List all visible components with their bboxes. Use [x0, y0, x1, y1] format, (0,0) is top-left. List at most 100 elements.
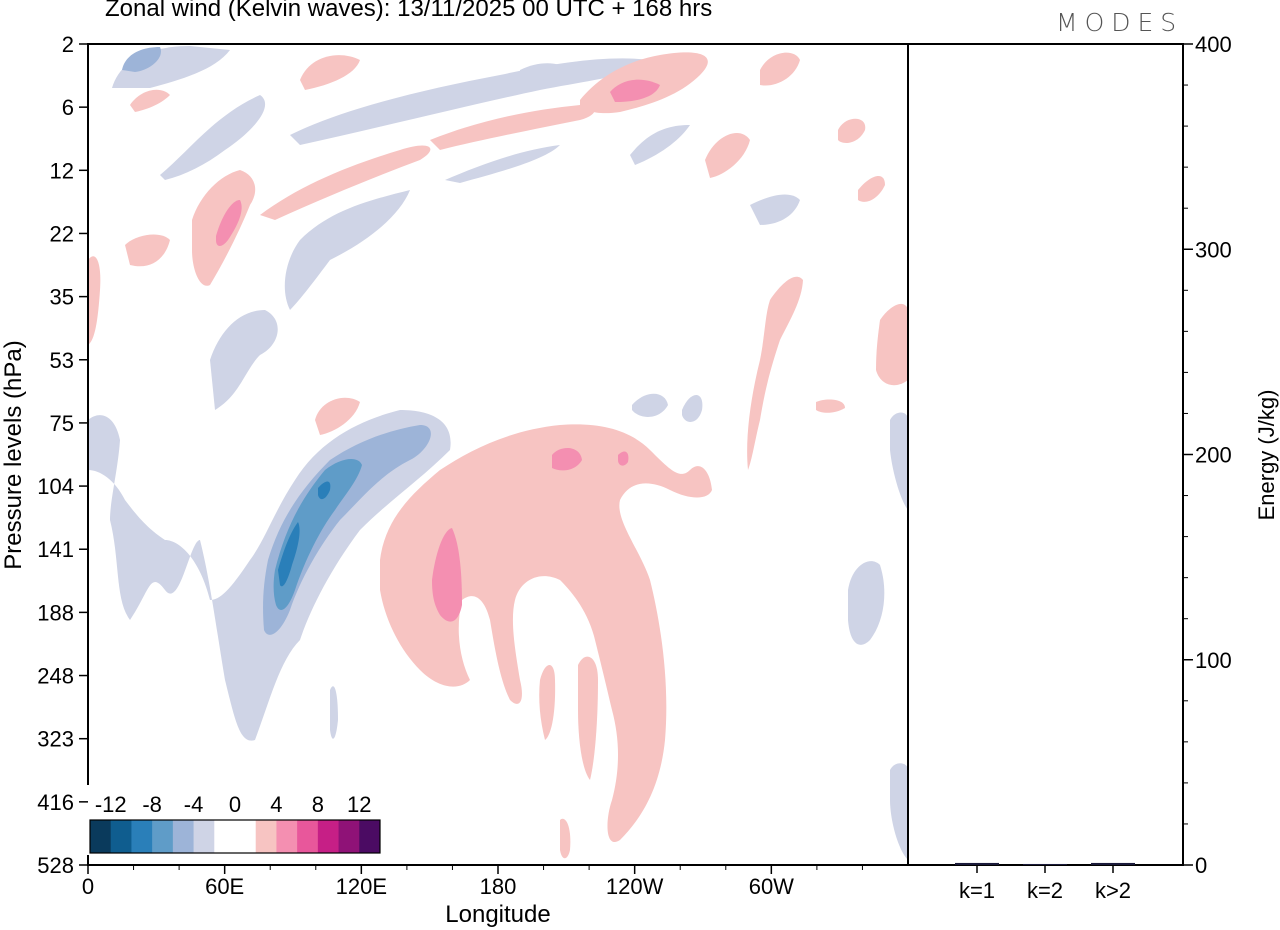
- energy-plot-frame: [907, 43, 1184, 866]
- y-tick-label: 35: [50, 285, 74, 310]
- positive-anomaly-region: [432, 528, 462, 622]
- x-tick-label: 60W: [749, 874, 794, 899]
- positive-anomaly-region: [618, 451, 629, 466]
- y-tick-label: 323: [37, 727, 74, 752]
- energy-tick-label: 0: [1195, 853, 1207, 878]
- colorbar-label: 4: [270, 792, 282, 817]
- y-tick-label: 53: [50, 348, 74, 373]
- chart-title: Zonal wind (Kelvin waves): 13/11/2025 00…: [105, 0, 713, 22]
- colorbar-label: -12: [95, 792, 127, 817]
- y-tick-label: 2: [62, 32, 74, 57]
- x-axis: 0 60E 120E 180 120W 60W: [82, 865, 863, 899]
- y-tick-label: 248: [37, 664, 74, 689]
- colorbar-label: -8: [142, 792, 162, 817]
- y-tick-label: 141: [37, 537, 74, 562]
- energy-cat-label: k=2: [1027, 878, 1063, 903]
- modes-logo: MODES: [1056, 8, 1184, 37]
- positive-anomaly-region: [747, 276, 803, 470]
- negative-anomaly-region: [160, 95, 266, 180]
- positive-anomaly-region: [578, 656, 598, 780]
- negative-anomaly-region: [210, 310, 278, 410]
- energy-cat-label: k=1: [959, 878, 995, 903]
- colorbar-swatch: [172, 820, 195, 853]
- energy-cat-label: k>2: [1095, 878, 1131, 903]
- positive-anomaly-region: [838, 118, 866, 143]
- positive-anomaly-region: [560, 818, 571, 859]
- colorbar-swatch: [235, 820, 257, 853]
- energy-tick-label: 300: [1195, 237, 1232, 262]
- energy-bar: [1091, 862, 1135, 865]
- positive-anomaly-region: [816, 399, 845, 413]
- energy-bars: k=1 k=2 k>2: [955, 862, 1135, 903]
- positive-anomaly-region: [130, 89, 170, 112]
- colorbar-swatch: [214, 820, 236, 853]
- x-axis-label: Longitude: [445, 901, 550, 928]
- colorbar-swatch: [338, 820, 360, 853]
- negative-anomaly-region: [330, 686, 338, 739]
- negative-anomaly-region: [848, 561, 885, 645]
- x-tick-label: 60E: [205, 874, 244, 899]
- colorbar-swatch: [131, 820, 153, 853]
- colorbar-label: 0: [229, 792, 241, 817]
- y-tick-label: 12: [50, 158, 74, 183]
- y-tick-label: 416: [37, 790, 74, 815]
- positive-anomaly-region: [125, 234, 170, 267]
- colorbar-swatch: [90, 820, 112, 853]
- positive-anomaly-region: [552, 448, 582, 471]
- colorbar: -12 -8 -4 0 4 8 12: [86, 785, 386, 855]
- colorbar-swatch: [110, 820, 132, 853]
- negative-anomaly-region: [890, 412, 908, 510]
- negative-anomaly-region: [290, 58, 650, 145]
- positive-anomaly-region: [705, 132, 750, 178]
- positive-anomaly-region: [430, 104, 595, 150]
- colorbar-swatch: [152, 820, 174, 853]
- x-tick-label: 120W: [606, 874, 664, 899]
- negative-anomaly-region: [318, 481, 331, 500]
- colorbar-label: 8: [312, 792, 324, 817]
- positive-anomaly-region: [858, 175, 885, 202]
- negative-anomaly-region: [750, 194, 800, 225]
- y-tick-label: 528: [37, 853, 74, 878]
- colorbar-swatch: [255, 820, 277, 853]
- negative-anomaly-region: [122, 47, 161, 72]
- negative-anomaly-region: [632, 393, 668, 417]
- energy-axis-label: Energy (J/kg): [1254, 390, 1279, 521]
- negative-anomaly-region: [273, 458, 362, 610]
- y-axis: 2 6 12 22 35 53 75 104 141 188 248 323 416 528: [37, 32, 88, 878]
- energy-bar: [1023, 863, 1067, 865]
- y-tick-label: 104: [37, 474, 74, 499]
- positive-anomaly-region: [760, 52, 800, 86]
- colorbar-swatch: [193, 820, 215, 853]
- x-tick-label: 120E: [336, 874, 387, 899]
- negative-anomaly-region: [284, 190, 410, 310]
- energy-axis: 0 100 200 300 400: [1183, 32, 1232, 878]
- wind-contour-field: [88, 46, 908, 860]
- positive-anomaly-region: [610, 79, 660, 102]
- colorbar-swatch: [317, 820, 340, 853]
- colorbar-label: -4: [184, 792, 204, 817]
- negative-anomaly-region: [445, 145, 560, 183]
- negative-anomaly-region: [278, 522, 300, 587]
- positive-anomaly-region: [539, 665, 556, 740]
- colorbar-frame: [89, 819, 381, 854]
- y-tick-label: 188: [37, 600, 74, 625]
- x-tick-label: 0: [82, 874, 94, 899]
- positive-anomaly-region: [216, 200, 242, 246]
- y-tick-label: 6: [62, 95, 74, 120]
- positive-anomaly-region: [88, 256, 101, 345]
- positive-anomaly-region: [300, 55, 360, 90]
- negative-anomaly-region: [630, 125, 690, 165]
- y-tick-label: 22: [50, 221, 74, 246]
- colorbar-label: 12: [347, 792, 371, 817]
- positive-anomaly-region: [260, 145, 431, 220]
- positive-anomaly-region: [380, 424, 712, 842]
- energy-tick-label: 200: [1195, 443, 1232, 468]
- energy-bar: [955, 862, 999, 865]
- y-axis-label: Pressure levels (hPa): [0, 340, 27, 569]
- energy-tick-label: 100: [1195, 648, 1232, 673]
- energy-tick-label: 400: [1195, 32, 1232, 57]
- positive-anomaly-region: [315, 397, 360, 435]
- colorbar-swatch: [359, 820, 381, 853]
